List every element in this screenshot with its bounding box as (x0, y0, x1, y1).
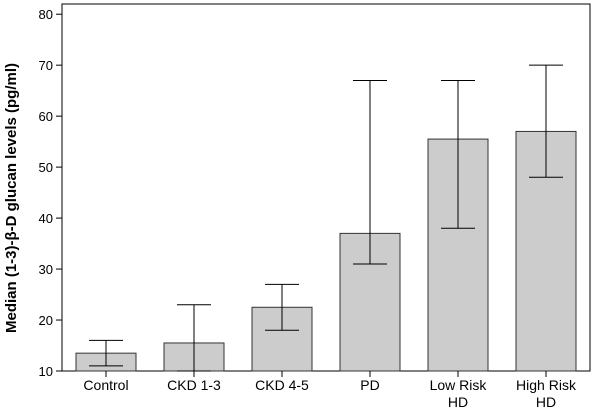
y-tick-label: 10 (39, 364, 53, 379)
plot-area: 10 20 30 40 50 60 70 80 Control CKD 1-3 CKD 4-5 PD L… (39, 3, 591, 410)
y-tick-label: 30 (39, 262, 53, 277)
x-tick-label: HD (448, 394, 468, 410)
y-tick-label: 70 (39, 58, 53, 73)
x-tick-label: PD (360, 377, 379, 393)
x-tick-label: High Risk (516, 377, 577, 393)
y-tick-label: 40 (39, 211, 53, 226)
y-axis-title: Median (1-3)-β-D glucan levels (pg/ml) (3, 63, 20, 333)
x-tick-label: CKD 1-3 (167, 377, 221, 393)
x-tick-label: HD (536, 394, 556, 410)
x-tick-label: Low Risk (430, 377, 488, 393)
x-tick-label: CKD 4-5 (255, 377, 309, 393)
x-tick-label: Control (83, 377, 128, 393)
plot-frame (61, 3, 591, 372)
y-tick-label: 20 (39, 313, 53, 328)
y-tick-label: 50 (39, 160, 53, 175)
y-tick-label: 80 (39, 7, 53, 22)
y-tick-label: 60 (39, 109, 53, 124)
